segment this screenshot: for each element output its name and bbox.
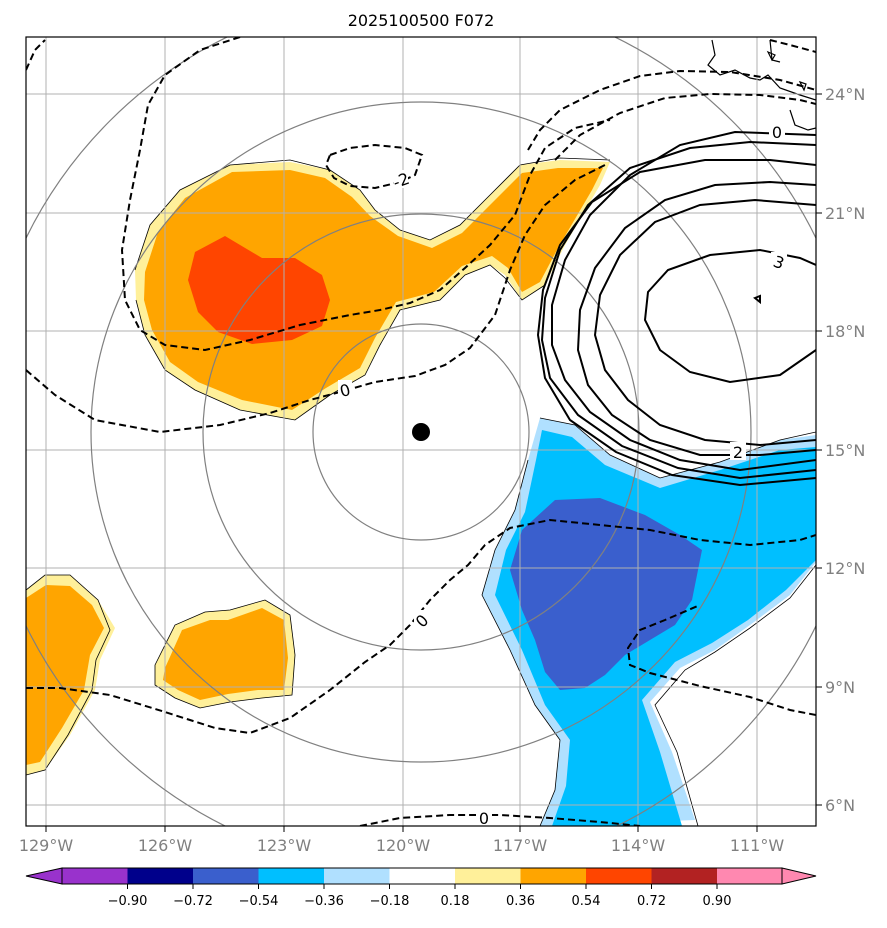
colorbar-segment: [717, 868, 782, 884]
contour-dashed-north-arc: [527, 69, 816, 151]
positive-anomaly-southwest: [155, 600, 295, 708]
contour-solid-1b: [536, 159, 816, 487]
y-tick-label: 21°N: [825, 204, 865, 223]
gridlines: [26, 37, 816, 826]
contour-label-two: 2: [733, 443, 743, 462]
y-axis-labels: 24°N 21°N 18°N 15°N 12°N 9°N 6°N: [825, 85, 865, 815]
colorbar-segment: [389, 868, 455, 884]
x-tick-label: 123°W: [257, 836, 312, 855]
thin-outline-contours: [26, 157, 816, 826]
y-tick-label: 15°N: [825, 441, 865, 460]
contour-label-zero-bottom: 0: [479, 809, 489, 828]
y-tick-label: 18°N: [825, 322, 865, 341]
contour-dashed-ne-corner: [769, 39, 816, 53]
coastline: [707, 39, 816, 131]
colorbar-label: 0.36: [506, 894, 535, 909]
contour-dashed-zero-right: [626, 604, 816, 716]
shade-red-orange: [188, 236, 330, 344]
shade-dark-blue: [510, 498, 702, 690]
colorbar-segment: [258, 868, 324, 884]
solid-contours: [536, 130, 816, 487]
x-tick-label: 129°W: [19, 836, 74, 855]
contour-dashed-zero-left: [26, 164, 606, 434]
colorbar-segment: [193, 868, 259, 884]
colorbar-label: −0.36: [304, 894, 344, 909]
contour-label-zero-left: 0: [338, 380, 353, 401]
x-tick-label: 114°W: [611, 836, 666, 855]
contour-label-neg2: -2: [390, 169, 411, 192]
contour-solid-small: [753, 294, 761, 305]
colorbar-segment: [651, 868, 717, 884]
contour-solid-2: [576, 180, 816, 456]
y-tick-label: 6°N: [825, 796, 855, 815]
y-tick-label: 12°N: [825, 559, 865, 578]
x-tick-label: 126°W: [138, 836, 193, 855]
contour-solid-1a: [540, 140, 816, 480]
tick-marks: [45, 93, 822, 832]
colorbar-label: −0.54: [239, 894, 279, 909]
colorbar: −0.90 −0.72 −0.54 −0.36 −0.18 0.18 0.36 …: [25, 867, 817, 909]
y-tick-label: 9°N: [825, 678, 855, 697]
colorbar-label: 0.90: [703, 894, 732, 909]
colorbar-segment: [455, 868, 521, 884]
x-axis-labels: 129°W 126°W 123°W 120°W 117°W 114°W 111°…: [19, 836, 785, 855]
contour-label-zero-right: 0: [772, 123, 782, 142]
colorbar-extend-left: [25, 867, 63, 885]
colorbar-segment: [127, 868, 193, 884]
colorbar-label: −0.72: [173, 894, 213, 909]
x-tick-label: 117°W: [493, 836, 548, 855]
contour-dashed-north-inner: [554, 92, 816, 161]
colorbar-frame: [61, 867, 783, 885]
colorbar-segment: [324, 868, 390, 884]
contour-labels: -2 0 0 0 0 3 2: [338, 122, 787, 828]
colorbar-label: 0.72: [637, 894, 666, 909]
contour-solid-2b: [593, 198, 816, 447]
map-panel: -2 0 0 0 0 3 2: [26, 37, 816, 828]
y-tick-label: 24°N: [825, 85, 865, 104]
colorbar-label: −0.90: [108, 894, 148, 909]
x-tick-label: 120°W: [376, 836, 431, 855]
storm-center-marker: [412, 423, 430, 441]
negative-anomaly-southeast: [482, 418, 816, 826]
contour-solid-3: [643, 248, 816, 384]
colorbar-label: 0.18: [441, 894, 470, 909]
range-ring-1: [312, 323, 530, 541]
figure-title: 2025100500 F072: [348, 11, 495, 30]
colorbar-segment: [62, 868, 128, 884]
colorbar-label: 0.54: [572, 894, 601, 909]
shade-orange: [163, 608, 288, 700]
map-frame: [25, 36, 817, 827]
colorbar-segment: [586, 868, 652, 884]
colorbar-segment: [520, 868, 586, 884]
contour-dashed-zero-mid: [26, 518, 816, 735]
x-tick-label: 111°W: [730, 836, 785, 855]
colorbar-extend-right: [781, 867, 817, 885]
contour-solid-0: [551, 130, 816, 472]
contour-dashed-nw-loop: [120, 37, 611, 352]
colorbar-label: −0.18: [370, 894, 410, 909]
range-ring-3: [90, 101, 752, 763]
shade-orange: [144, 168, 603, 410]
